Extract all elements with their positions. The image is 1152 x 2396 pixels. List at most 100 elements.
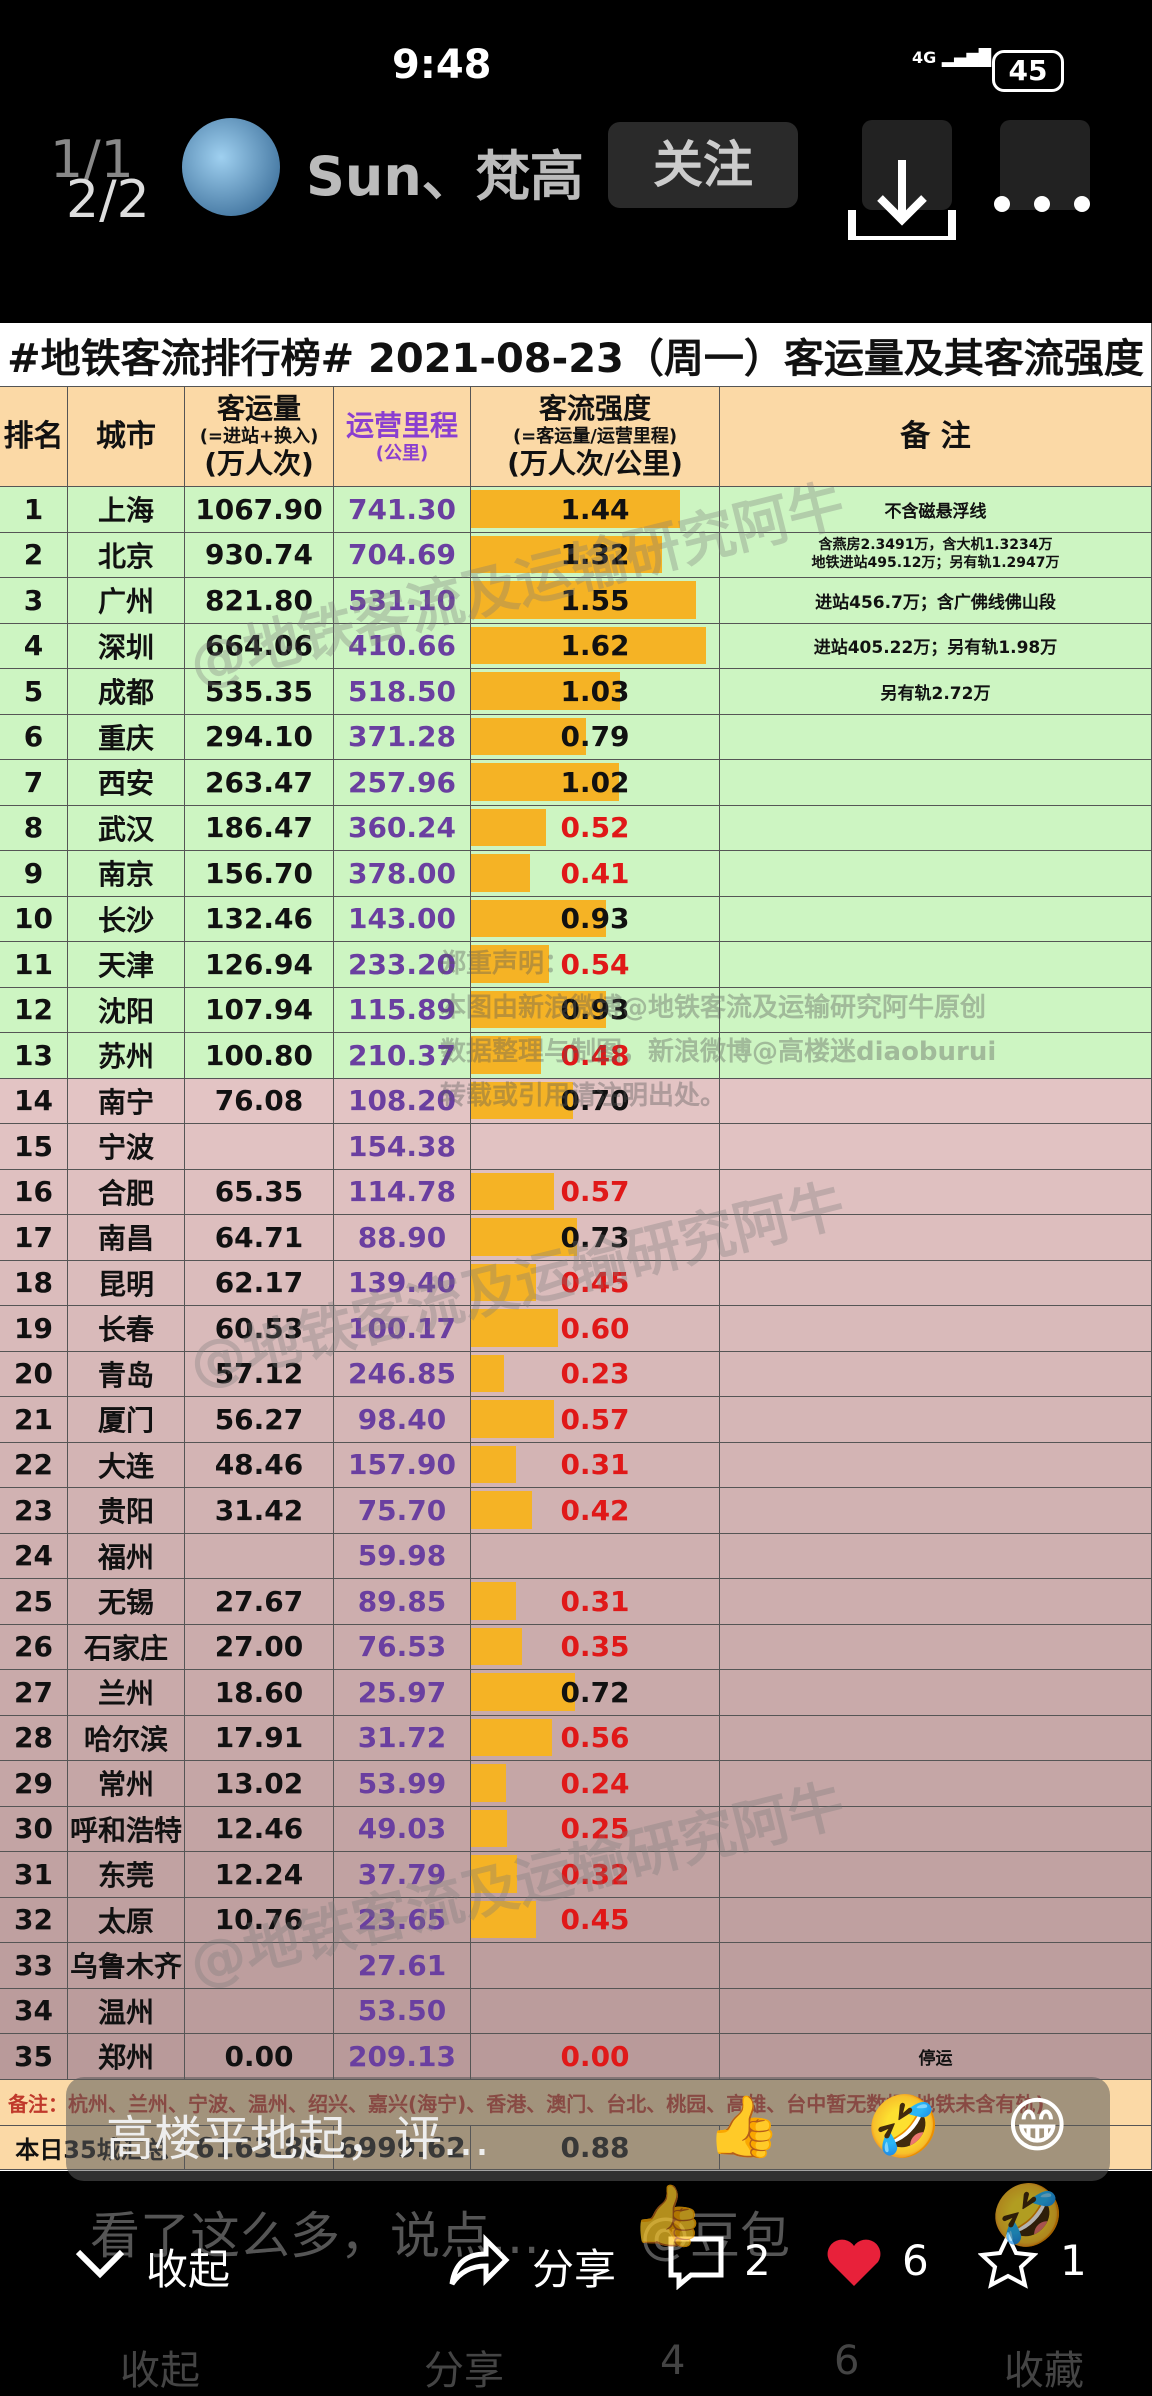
table-cell: 0.32	[471, 1852, 720, 1898]
table-cell: 114.78	[334, 1169, 471, 1215]
battery: 45	[992, 50, 1064, 92]
page-index: 1/1	[50, 130, 134, 190]
comment-placeholder[interactable]: 高楼平地起，评…	[106, 2111, 491, 2167]
table-cell: 15	[0, 1124, 68, 1170]
intensity-value: 0.31	[560, 1584, 630, 1618]
table-cell	[720, 1488, 1152, 1534]
intensity-bar	[471, 1673, 576, 1711]
table-cell: 哈尔滨	[68, 1715, 185, 1761]
like-count[interactable]: 6	[902, 2236, 929, 2285]
emoji-thumb[interactable]: 👍	[706, 2092, 781, 2162]
intensity-value: 0.45	[560, 1266, 630, 1300]
more-button[interactable]	[990, 120, 1100, 220]
comment-icon[interactable]	[666, 2234, 726, 2290]
comment-prompt[interactable]: 看了这么多，说点…	[90, 2207, 540, 2265]
table-cell: 16	[0, 1169, 68, 1215]
table-cell: 0.48	[471, 1033, 720, 1079]
table-cell: 7	[0, 760, 68, 806]
table-cell: 9	[0, 851, 68, 897]
intensity-bar	[471, 1582, 516, 1620]
intensity-value: 1.62	[560, 629, 630, 663]
table-cell: 48.46	[185, 1442, 334, 1488]
favorite-icon[interactable]	[978, 2232, 1038, 2290]
collapse-icon[interactable]	[70, 2240, 130, 2290]
table-cell: 76.53	[334, 1624, 471, 1670]
table-cell: 186.47	[185, 805, 334, 851]
table-cell	[471, 1988, 720, 2034]
like-icon[interactable]	[824, 2236, 884, 2290]
intensity-bar	[471, 1081, 573, 1119]
intensity-value: 0.60	[560, 1311, 630, 1345]
intensity-bar	[471, 1354, 505, 1392]
share-icon[interactable]	[446, 2234, 510, 2290]
comment-bar[interactable]: 高楼平地起，评… 👍 🤣 😁	[66, 2077, 1110, 2181]
table-cell: 上海	[68, 487, 185, 533]
table-cell: 27.61	[334, 1943, 471, 1989]
table-cell: 34	[0, 1988, 68, 2034]
ghost-collapse: 收起	[120, 2348, 200, 2394]
intensity-bar	[471, 1855, 518, 1893]
intensity-value: 0.54	[560, 947, 630, 981]
collapse-button[interactable]: 收起	[146, 2245, 231, 2294]
column-header: 排名	[0, 387, 68, 487]
favorite-count[interactable]: 1	[1060, 2236, 1087, 2285]
table-cell: 1.03	[471, 669, 720, 715]
intensity-bar	[471, 1218, 577, 1256]
intensity-bar	[471, 990, 606, 1028]
download-button[interactable]	[842, 120, 962, 240]
avatar[interactable]	[182, 118, 280, 216]
table-cell: 210.37	[334, 1033, 471, 1079]
table-cell: 0.70	[471, 1078, 720, 1124]
table-cell: 821.80	[185, 578, 334, 624]
table-cell: 32	[0, 1897, 68, 1943]
header-line: 客流强度	[538, 392, 651, 426]
table-cell: 深圳	[68, 623, 185, 669]
table-cell	[720, 1397, 1152, 1443]
table-cell: 24	[0, 1533, 68, 1579]
table-cell: 28	[0, 1715, 68, 1761]
table-cell	[185, 1124, 334, 1170]
table-cell: 0.54	[471, 942, 720, 988]
intensity-bar	[471, 1172, 554, 1210]
column-header: 备 注	[720, 387, 1152, 487]
table-cell: 26	[0, 1624, 68, 1670]
author-name[interactable]: Sun、梵高	[306, 145, 584, 208]
intensity-bar	[471, 672, 621, 710]
intensity-value: 0.25	[560, 1812, 630, 1846]
intensity-bar	[471, 854, 531, 892]
table-cell: 0.45	[471, 1260, 720, 1306]
table-cell: 139.40	[334, 1260, 471, 1306]
table-cell: 0.00	[185, 2034, 334, 2080]
table-cell: 南京	[68, 851, 185, 897]
table-cell: 209.13	[334, 2034, 471, 2080]
table-cell: 1067.90	[185, 487, 334, 533]
table-cell: 温州	[68, 1988, 185, 2034]
intensity-value: 0.93	[560, 993, 630, 1027]
emoji-laugh[interactable]: 🤣	[866, 2092, 941, 2162]
table-cell: 371.28	[334, 714, 471, 760]
share-button[interactable]: 分享	[532, 2245, 617, 2294]
table-cell	[720, 1943, 1152, 1989]
table-cell: 53.50	[334, 1988, 471, 2034]
table-cell: 东莞	[68, 1852, 185, 1898]
table-cell: 88.90	[334, 1215, 471, 1261]
table-cell: 兰州	[68, 1670, 185, 1716]
mention[interactable]: @豆包	[640, 2207, 790, 2265]
table-cell: 2	[0, 532, 68, 578]
table-cell	[720, 1579, 1152, 1625]
emoji-grin[interactable]: 😁	[1006, 2091, 1069, 2161]
table-cell: 宁波	[68, 1124, 185, 1170]
intensity-value: 1.02	[560, 765, 630, 799]
table-cell: 厦门	[68, 1397, 185, 1443]
table-cell: 广州	[68, 578, 185, 624]
comment-count[interactable]: 2	[744, 2236, 771, 2285]
table-cell: 132.46	[185, 896, 334, 942]
intensity-value: 0.52	[560, 811, 630, 845]
table-cell: 31.72	[334, 1715, 471, 1761]
table-cell: 257.96	[334, 760, 471, 806]
table-cell: 天津	[68, 942, 185, 988]
follow-button[interactable]: 关注	[608, 122, 798, 208]
table-cell: 常州	[68, 1761, 185, 1807]
intensity-value: 0.42	[560, 1493, 630, 1527]
table-cell: 108.20	[334, 1078, 471, 1124]
